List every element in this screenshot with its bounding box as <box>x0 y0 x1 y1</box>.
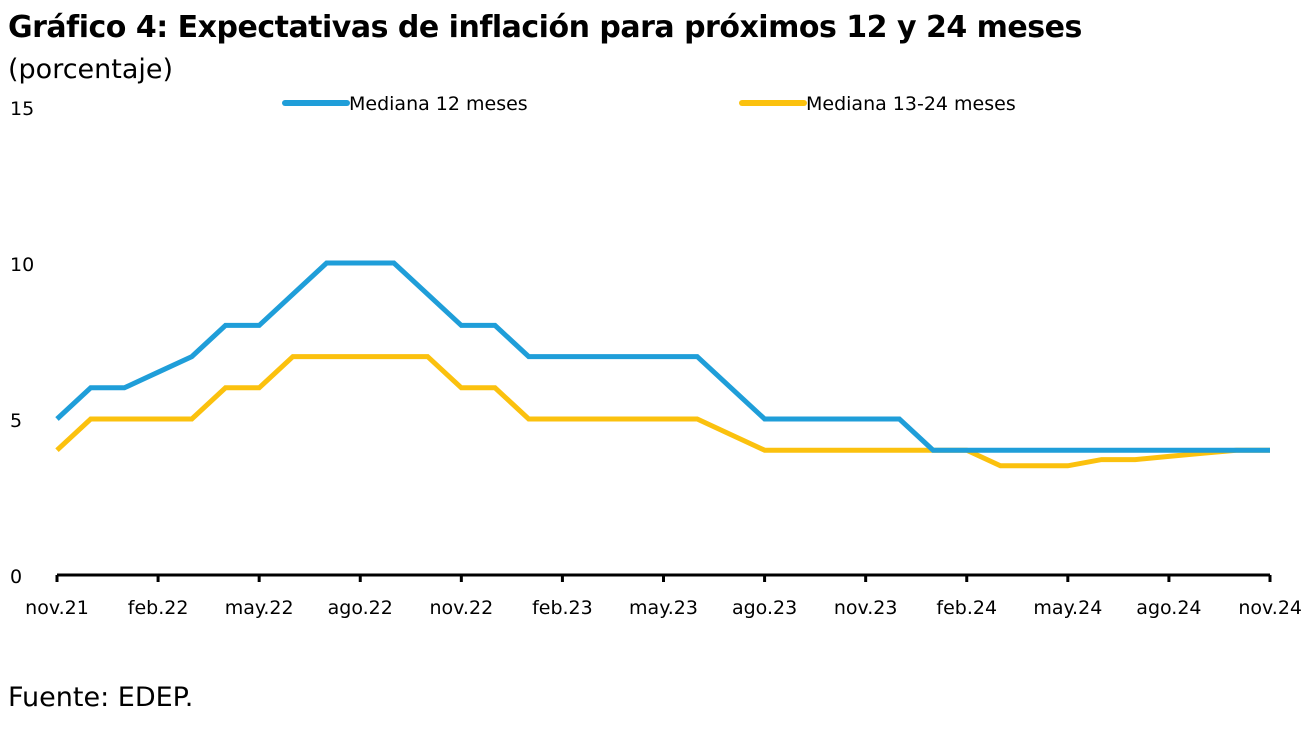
x-tick-label-ago.23: ago.23 <box>732 597 797 619</box>
x-tick-label-feb.22: feb.22 <box>128 597 189 619</box>
series-line-2 <box>55 354 1270 469</box>
chart-subtitle: (porcentaje) <box>8 54 174 85</box>
x-tick-label-feb.23: feb.23 <box>532 597 593 619</box>
series-lines <box>55 260 1270 469</box>
legend-label-2: Mediana 13-24 meses <box>806 93 1016 115</box>
x-tick-label-may.22: may.22 <box>225 597 294 619</box>
y-tick-label-15: 15 <box>10 98 34 120</box>
legend: Mediana 12 meses Mediana 13-24 meses <box>282 93 1016 115</box>
x-tick-label-may.24: may.24 <box>1033 597 1102 619</box>
x-tick-label-ago.24: ago.24 <box>1136 597 1201 619</box>
x-tick-label-nov.21: nov.21 <box>25 597 89 619</box>
chart-title: Gráfico 4: Expectativas de inflación par… <box>8 10 1082 45</box>
x-tick-label-nov.22: nov.22 <box>430 597 494 619</box>
y-tick-label-5: 5 <box>10 410 22 432</box>
x-tick-label-nov.24: nov.24 <box>1238 597 1302 619</box>
y-axis-ticks: 0 5 10 15 <box>10 98 34 588</box>
legend-label-1: Mediana 12 meses <box>349 93 528 115</box>
x-tick-label-feb.24: feb.24 <box>936 597 997 619</box>
x-tick-label-nov.23: nov.23 <box>834 597 898 619</box>
source-note: Fuente: EDEP. <box>8 682 194 713</box>
y-tick-label-0: 0 <box>10 566 22 588</box>
x-tick-label-ago.22: ago.22 <box>328 597 393 619</box>
x-tick-label-may.23: may.23 <box>629 597 698 619</box>
series-line-1 <box>55 260 1270 453</box>
x-axis: nov.21 feb.22 may.22 ago.22 nov.22 feb.23 may.… <box>25 573 1302 619</box>
y-tick-label-10: 10 <box>10 254 34 276</box>
